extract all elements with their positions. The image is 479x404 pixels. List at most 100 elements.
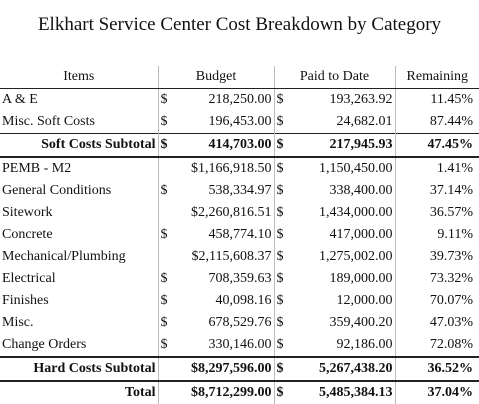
currency-symbol: [161, 385, 165, 401]
paid-value: 359,400.20: [329, 315, 393, 330]
currency-symbol: $: [276, 249, 284, 264]
remaining-cell: 87.44%: [394, 111, 479, 134]
table-row: Mechanical/Plumbing $2,115,608.37 $1,275,0…: [0, 246, 479, 268]
paid-cell: $5,267,438.20: [273, 356, 395, 382]
currency-symbol: [161, 161, 165, 177]
remaining-cell: 70.07%: [394, 290, 479, 312]
currency-symbol: $: [276, 361, 284, 376]
paid-value: 189,000.00: [329, 271, 393, 286]
remaining-cell: 36.57%: [394, 202, 479, 224]
budget-cell: $1,166,918.50: [157, 157, 274, 180]
item-cell: Electrical: [2, 271, 56, 286]
budget-cell: $330,146.00: [157, 334, 274, 357]
budget-cell: $458,774.10: [157, 224, 274, 246]
paid-cell: $193,263.92: [273, 88, 395, 111]
currency-symbol: $: [276, 161, 284, 176]
item-cell: Concrete: [2, 227, 53, 242]
currency-symbol: $: [276, 137, 284, 152]
currency-symbol: $: [160, 137, 168, 152]
budget-cell: $40,098.16: [157, 290, 274, 312]
table-row: Total $8,712,299.00 $5,485,384.13 37.04%: [0, 380, 479, 404]
budget-value: 40,098.16: [215, 293, 272, 308]
paid-value: 92,186.00: [336, 337, 393, 352]
budget-value: 196,453.00: [208, 114, 272, 129]
item-cell: PEMB - M2: [2, 161, 72, 176]
paid-cell: $359,400.20: [273, 312, 395, 334]
paid-value: 5,485,384.13: [319, 385, 393, 400]
remaining-cell: 37.14%: [394, 180, 479, 202]
currency-symbol: $: [276, 183, 284, 198]
currency-symbol: $: [276, 271, 284, 286]
budget-value: 218,250.00: [208, 92, 272, 107]
table-row: A & E $218,250.00 $193,263.92 11.45%: [0, 88, 479, 111]
paid-cell: $24,682.01: [273, 111, 395, 134]
currency-symbol: $: [160, 92, 168, 107]
currency-symbol: $: [276, 92, 284, 107]
currency-symbol: $: [276, 205, 284, 220]
paid-cell: $1,150,450.00: [273, 157, 395, 180]
currency-symbol: [161, 249, 165, 265]
remaining-cell: 72.08%: [394, 334, 479, 357]
header-paid: Paid to Date: [273, 66, 395, 89]
item-cell: Hard Costs Subtotal: [0, 356, 158, 382]
budget-cell: $678,529.76: [157, 312, 274, 334]
item-cell: Mechanical/Plumbing: [2, 249, 126, 264]
item-cell: Misc.: [2, 315, 34, 330]
remaining-cell: 47.03%: [394, 312, 479, 334]
table-row: Electrical $708,359.63 $189,000.00 73.32%: [0, 268, 479, 290]
budget-value: 330,146.00: [208, 337, 272, 352]
table-row: Misc. $678,529.76 $359,400.20 47.03%: [0, 312, 479, 334]
budget-cell: $414,703.00: [157, 133, 274, 158]
item-cell: A & E: [2, 92, 38, 107]
currency-symbol: $: [160, 293, 168, 308]
budget-value: $1,166,918.50: [191, 161, 272, 176]
currency-symbol: $: [160, 227, 168, 242]
budget-value: 414,703.00: [208, 137, 272, 152]
currency-symbol: $: [276, 227, 284, 242]
remaining-cell: 9.11%: [394, 224, 479, 246]
paid-value: 1,275,002.00: [319, 249, 393, 264]
paid-cell: $217,945.93: [273, 133, 395, 158]
currency-symbol: $: [160, 183, 168, 198]
item-cell: Misc. Soft Costs: [2, 114, 95, 129]
table-row: PEMB - M2 $1,166,918.50 $1,150,450.00 1.41%: [0, 157, 479, 180]
budget-value: 708,359.63: [208, 271, 272, 286]
table-row: Hard Costs Subtotal $8,297,596.00 $5,267,4…: [0, 356, 479, 382]
paid-cell: $12,000.00: [273, 290, 395, 312]
remaining-cell: 47.45%: [394, 133, 479, 158]
budget-cell: $538,334.97: [157, 180, 274, 202]
header-row: Items Budget Paid to Date Remaining: [0, 66, 479, 89]
currency-symbol: $: [160, 337, 168, 352]
table-row: Concrete $458,774.10 $417,000.00 9.11%: [0, 224, 479, 246]
table-row: Misc. Soft Costs $196,453.00 $24,682.01 87.…: [0, 111, 479, 134]
table-row: Change Orders $330,146.00 $92,186.00 72.08%: [0, 334, 479, 357]
remaining-cell: 36.52%: [394, 356, 479, 382]
remaining-cell: 11.45%: [394, 88, 479, 111]
remaining-cell: 39.73%: [394, 246, 479, 268]
budget-cell: $2,260,816.51: [157, 202, 274, 224]
table-row: General Conditions $538,334.97 $338,400.00…: [0, 180, 479, 202]
currency-symbol: $: [160, 271, 168, 286]
budget-value: 458,774.10: [208, 227, 272, 242]
paid-value: 24,682.01: [336, 114, 393, 129]
currency-symbol: $: [276, 337, 284, 352]
item-cell: Change Orders: [2, 337, 87, 352]
paid-value: 193,263.92: [329, 92, 393, 107]
item-cell: General Conditions: [2, 183, 112, 198]
item-cell: Finishes: [2, 293, 49, 308]
paid-cell: $5,485,384.13: [273, 380, 395, 404]
paid-cell: $338,400.00: [273, 180, 395, 202]
currency-symbol: $: [276, 114, 284, 129]
page-title: Elkhart Service Center Cost Breakdown by…: [37, 14, 442, 35]
budget-cell: $2,115,608.37: [157, 246, 274, 268]
currency-symbol: $: [160, 315, 168, 330]
budget-value: $2,260,816.51: [191, 205, 272, 220]
currency-symbol: $: [276, 315, 284, 330]
item-cell: Soft Costs Subtotal: [0, 133, 158, 158]
budget-cell: $218,250.00: [157, 88, 274, 111]
table-row: Soft Costs Subtotal $414,703.00 $217,945.9…: [0, 133, 479, 158]
remaining-cell: 73.32%: [394, 268, 479, 290]
budget-value: 538,334.97: [208, 183, 272, 198]
remaining-cell: 1.41%: [394, 157, 479, 180]
item-cell: Total: [0, 380, 158, 404]
